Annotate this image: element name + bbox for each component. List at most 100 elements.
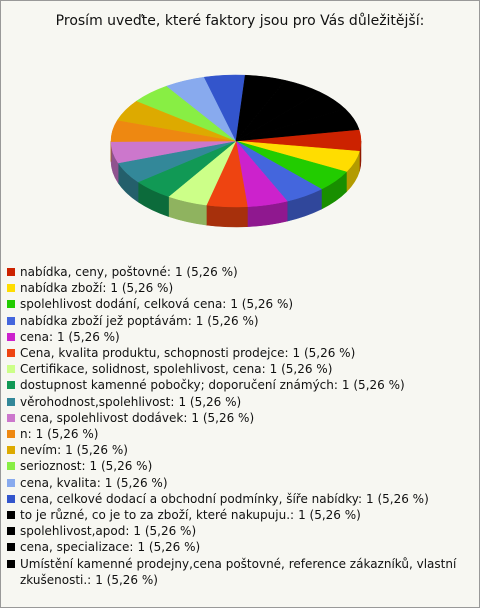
legend-swatch	[7, 413, 15, 422]
legend-value: 1 (5,26 %)	[191, 410, 255, 425]
legend-value: 1 (5,26 %)	[110, 281, 174, 296]
legend-item: věrohodnost,spolehlivost: 1 (5,26 %)	[7, 394, 473, 410]
legend-item: nabídka zboží jež poptávám: 1 (5,26 %)	[7, 313, 473, 329]
legend-label: věrohodnost,spolehlivost:	[20, 394, 175, 409]
legend-label: n:	[20, 427, 32, 442]
legend-label: nevím:	[20, 443, 62, 458]
legend-value: 1 (5,26 %)	[230, 297, 294, 312]
legend-swatch	[7, 559, 15, 568]
legend-swatch	[7, 268, 15, 276]
legend-text: nevím: 1 (5,26 %)	[20, 442, 128, 458]
legend-value: 1 (5,26 %)	[56, 329, 120, 344]
legend-item: cena, specializace: 1 (5,26 %)	[7, 539, 473, 555]
legend-text: cena, celkové dodací a obchodní podmínky…	[20, 491, 429, 507]
legend-swatch	[7, 381, 15, 390]
pie-area: Prosím uveďte, které faktory jsou pro Vá…	[56, 13, 425, 228]
chart-title: Prosím uveďte, které faktory jsou pro Vá…	[56, 13, 425, 29]
legend-label: Certifikace, solidnost, spolehlivost, ce…	[20, 362, 266, 377]
legend-item: cena, celkové dodací a obchodní podmínky…	[7, 491, 473, 507]
slice	[235, 108, 360, 142]
legend-text: to je různé, co je to za zboží, které na…	[20, 507, 361, 523]
legend-label: Cena, kvalita produktu, schopnosti prode…	[20, 346, 289, 361]
legend-value: 1 (5,26 %)	[133, 524, 197, 539]
legend-swatch	[7, 494, 15, 503]
legend-item: spolehlivost,apod: 1 (5,26 %)	[7, 523, 473, 539]
legend-value: 1 (5,26 %)	[35, 427, 99, 442]
legend-value: 1 (5,26 %)	[89, 459, 153, 474]
legend-label: Umístění kamenné prodejny,cena poštovné,…	[20, 556, 457, 587]
legend-text: věrohodnost,spolehlivost: 1 (5,26 %)	[20, 394, 241, 410]
legend-label: cena:	[20, 329, 53, 344]
legend-swatch	[7, 543, 15, 552]
legend-swatch	[7, 430, 15, 439]
legend-item: dostupnost kamenné pobočky; doporučení z…	[7, 377, 473, 393]
legend-swatch	[7, 300, 15, 309]
legend-swatch	[7, 332, 15, 341]
legend-text: cena: 1 (5,26 %)	[20, 329, 120, 345]
legend-label: dostupnost kamenné pobočky; doporučení z…	[20, 378, 338, 393]
legend-text: Cena, kvalita produktu, schopnosti prode…	[20, 345, 355, 361]
legend-value: 1 (5,26 %)	[292, 346, 356, 361]
legend-label: spolehlivost,apod:	[20, 524, 130, 539]
legend-text: spolehlivost,apod: 1 (5,26 %)	[20, 523, 196, 539]
legend-text: nabídka zboží jež poptávám: 1 (5,26 %)	[20, 313, 259, 329]
slice-side	[206, 204, 248, 228]
legend-text: Umístění kamenné prodejny,cena poštovné,…	[20, 556, 473, 588]
legend-label: spolehlivost dodání, celková cena:	[20, 297, 227, 312]
legend: nabídka, ceny, poštovné: 1 (5,26 %) nabídk…	[7, 264, 473, 588]
legend-item: nabídka, ceny, poštovné: 1 (5,26 %)	[7, 264, 473, 280]
legend-value: 1 (5,26 %)	[174, 265, 238, 279]
legend-item: Umístění kamenné prodejny,cena poštovné,…	[7, 556, 473, 588]
legend-label: nabídka zboží:	[20, 281, 107, 296]
legend-text: Certifikace, solidnost, spolehlivost, ce…	[20, 361, 332, 377]
legend-text: cena, specializace: 1 (5,26 %)	[20, 539, 200, 555]
legend-item: spolehlivost dodání, celková cena: 1 (5,2…	[7, 296, 473, 312]
legend-swatch	[7, 397, 15, 406]
legend-swatch	[7, 349, 15, 358]
legend-swatch	[7, 446, 15, 455]
legend-text: n: 1 (5,26 %)	[20, 426, 98, 442]
legend-text: spolehlivost dodání, celková cena: 1 (5,2…	[20, 296, 293, 312]
legend-value: 1 (5,26 %)	[95, 572, 158, 587]
legend-swatch	[7, 365, 15, 374]
legend-value: 1 (5,26 %)	[195, 313, 259, 328]
legend-label: serioznost:	[20, 459, 86, 474]
legend-item: n: 1 (5,26 %)	[7, 426, 473, 442]
legend-label: nabídka, ceny, poštovné:	[20, 265, 171, 279]
legend-item: to je různé, co je to za zboží, které na…	[7, 507, 473, 523]
legend-label: to je různé, co je to za zboží, které na…	[20, 508, 295, 523]
legend-text: serioznost: 1 (5,26 %)	[20, 458, 152, 474]
legend-label: nabídka zboží jež poptávám:	[20, 313, 192, 328]
legend-value: 1 (5,26 %)	[341, 378, 405, 393]
legend-text: nabídka zboží: 1 (5,26 %)	[20, 280, 173, 296]
legend-value: 1 (5,26 %)	[269, 362, 333, 377]
legend-swatch	[7, 284, 15, 293]
legend-text: nabídka, ceny, poštovné: 1 (5,26 %)	[20, 264, 238, 280]
legend-swatch	[7, 511, 15, 520]
legend-text: cena, spolehlivost dodávek: 1 (5,26 %)	[20, 410, 254, 426]
legend-label: cena, spolehlivost dodávek:	[20, 410, 188, 425]
legend-item: nevím: 1 (5,26 %)	[7, 442, 473, 458]
legend-item: cena: 1 (5,26 %)	[7, 329, 473, 345]
legend-value: 1 (5,26 %)	[137, 540, 201, 555]
legend-value: 1 (5,26 %)	[104, 475, 168, 490]
legend-item: serioznost: 1 (5,26 %)	[7, 458, 473, 474]
legend-item: cena, spolehlivost dodávek: 1 (5,26 %)	[7, 410, 473, 426]
legend-swatch	[7, 478, 15, 487]
legend-item: nabídka zboží: 1 (5,26 %)	[7, 280, 473, 296]
legend-label: cena, kvalita:	[20, 475, 101, 490]
legend-swatch	[7, 462, 15, 471]
legend-text: dostupnost kamenné pobočky; doporučení z…	[20, 377, 405, 393]
legend-swatch	[7, 527, 15, 536]
legend-item: cena, kvalita: 1 (5,26 %)	[7, 475, 473, 491]
legend-value: 1 (5,26 %)	[65, 443, 128, 458]
legend-text: cena, kvalita: 1 (5,26 %)	[20, 475, 168, 491]
legend-swatch	[7, 316, 15, 325]
legend-value: 1 (5,26 %)	[366, 491, 429, 506]
legend-label: cena, celkové dodací a obchodní podmínky…	[20, 491, 362, 506]
legend-value: 1 (5,26 %)	[298, 508, 361, 523]
legend-value: 1 (5,26 %)	[178, 394, 242, 409]
legend-label: cena, specializace:	[20, 540, 134, 555]
legend-item: Cena, kvalita produktu, schopnosti prode…	[7, 345, 473, 361]
